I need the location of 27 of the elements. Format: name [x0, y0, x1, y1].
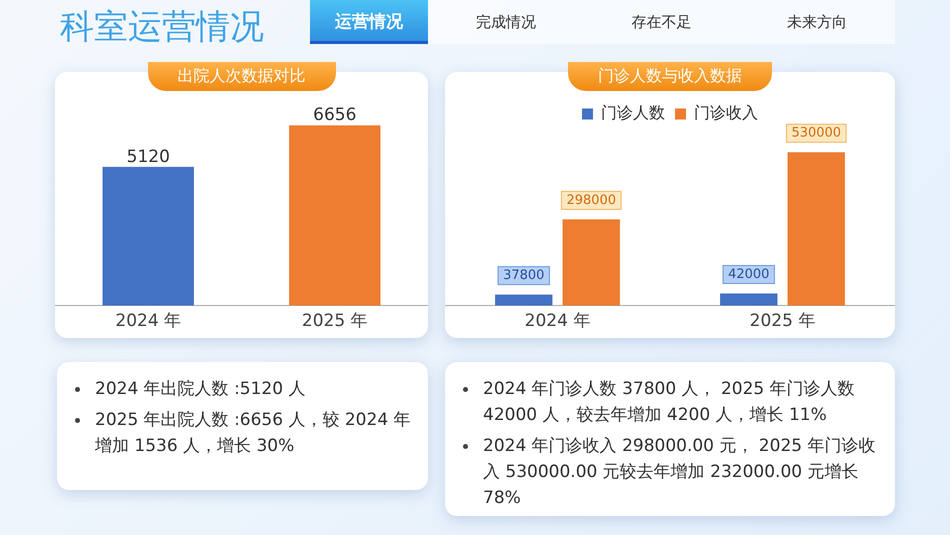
legend-label: 门诊人数 [601, 103, 665, 122]
x-tick-label: 2024 年 [524, 311, 590, 332]
x-tick-label: 2025 年 [302, 311, 368, 332]
bar [788, 152, 845, 306]
text: 2024 年出院人数 :5120 人 [95, 378, 306, 401]
x-tick-label: 2024 年 [115, 311, 182, 332]
chart-title: 出院人次数据对比 [148, 62, 336, 91]
bar [720, 293, 778, 306]
data-label: 37800 [503, 268, 544, 284]
chart-title: 门诊人数与收入数据 [568, 62, 772, 91]
data-label: 530000 [791, 126, 842, 141]
text: 完成情况 [474, 12, 537, 33]
bar [495, 294, 552, 306]
text: 运营情况 [310, 0, 428, 44]
text: 2024 年门诊人数 37800 人， 2025 年门诊人数 42000 人，较去年增加 4200 人，增长 11% [483, 378, 856, 427]
data-label: 6656 [313, 105, 356, 126]
text: 2025 年出院人数 :6656 人，较 2024 年增加 1536 人，增长 30% [95, 409, 412, 458]
data-label: 42000 [728, 266, 770, 282]
text: 未来方向 [786, 12, 848, 33]
bar [562, 219, 620, 306]
data-label: 298000 [566, 192, 616, 208]
text: 存在不足 [630, 12, 692, 33]
x-tick-label: 2025 年 [750, 311, 816, 332]
data-label: 5120 [126, 146, 170, 167]
text: 2024 年门诊收入 298000.00 元， 2025 年门诊收入 530000.00 元较去年增加 232000.00 元增长 78% [483, 435, 876, 510]
legend-label: 门诊收入 [694, 103, 758, 122]
text: 科室运营情况 [60, 6, 264, 49]
